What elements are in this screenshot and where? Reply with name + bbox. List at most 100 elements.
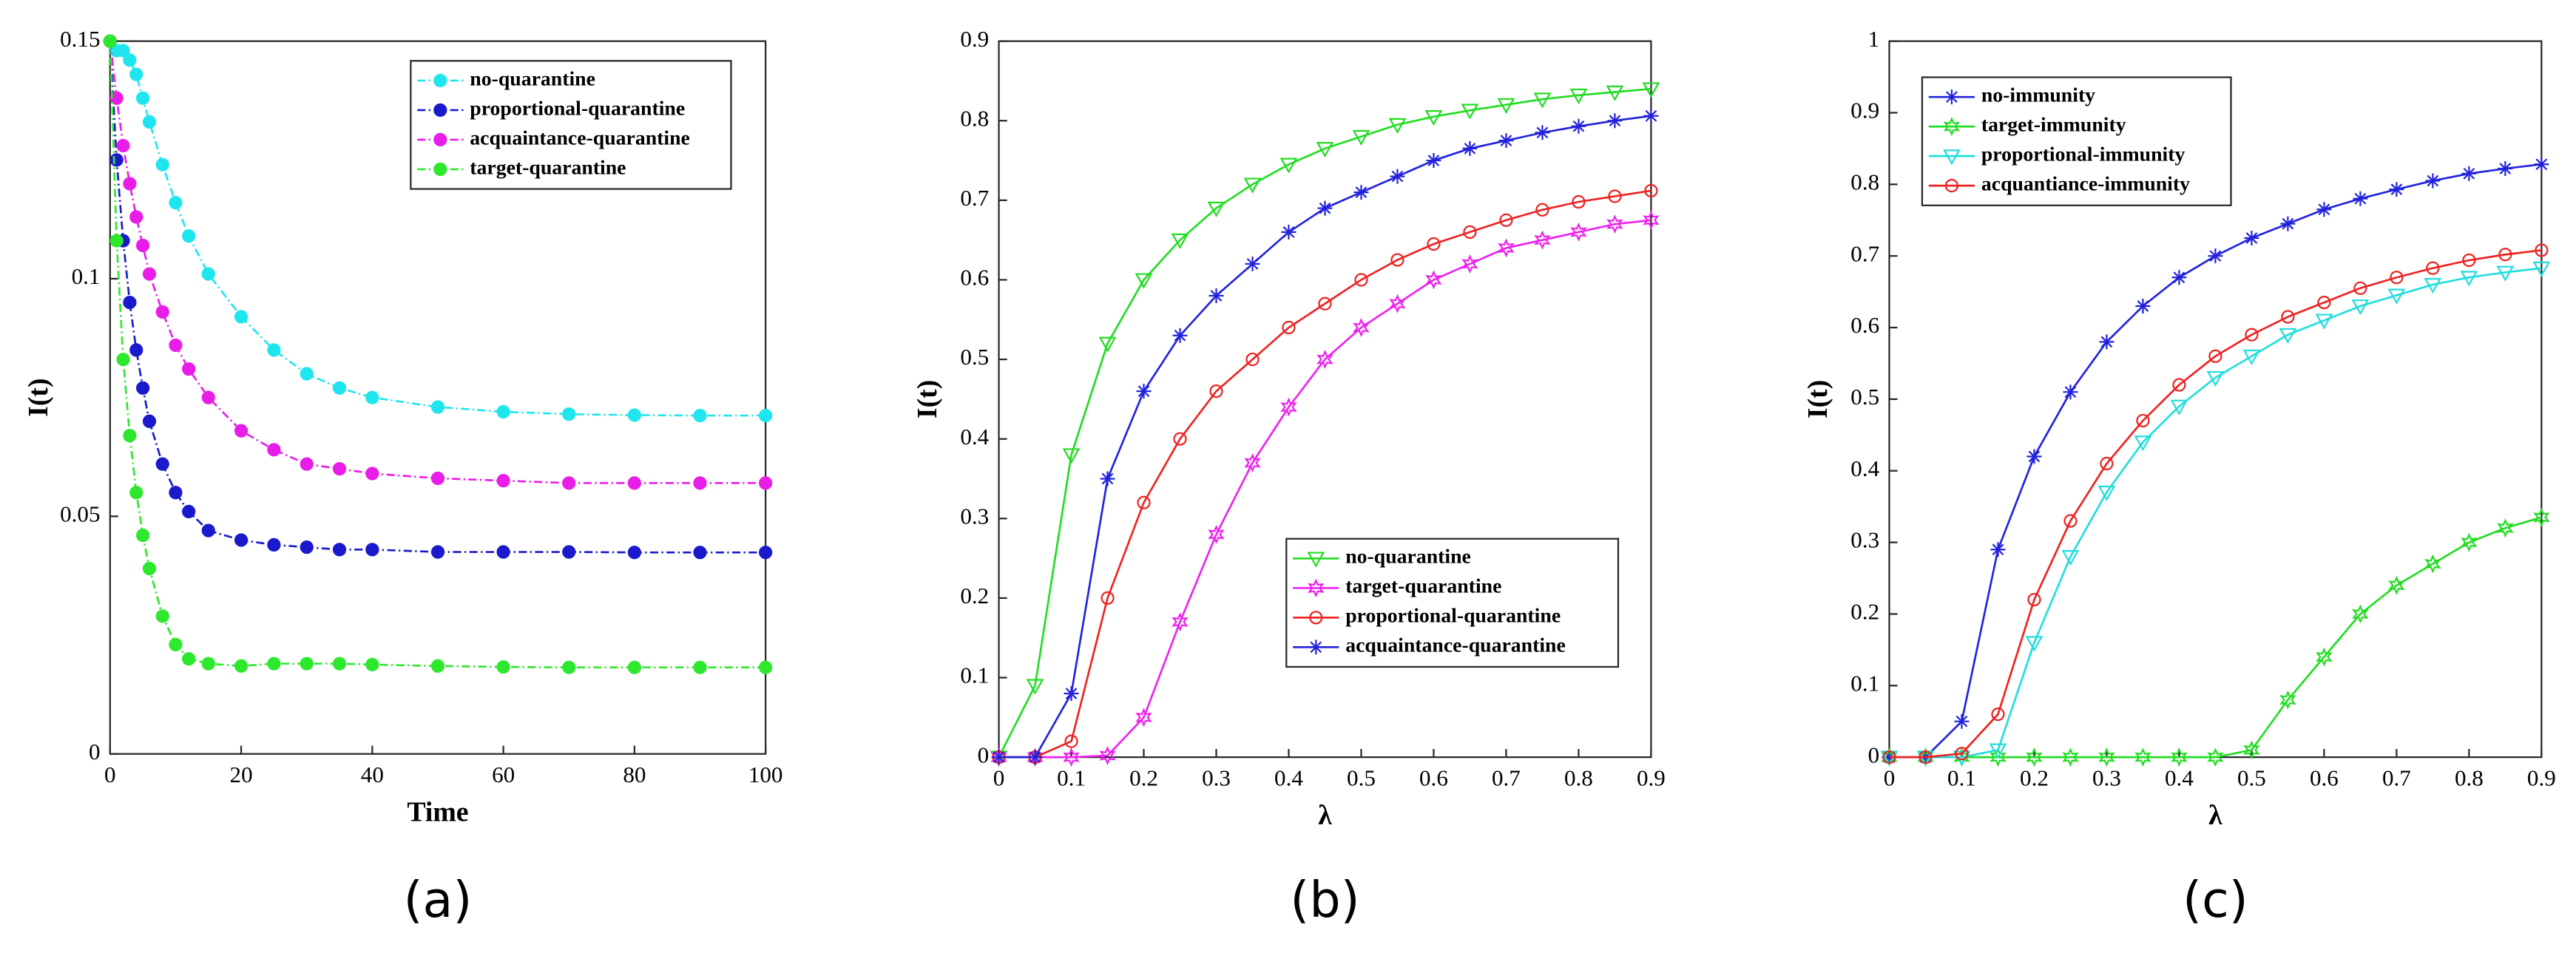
legend-box <box>1285 538 1620 668</box>
marker <box>430 545 445 559</box>
legend-label: target-quarantine <box>470 156 626 179</box>
marker <box>627 546 641 560</box>
legend-box <box>410 60 732 190</box>
y-tick-label: 0.2 <box>960 583 989 608</box>
marker <box>1463 225 1477 240</box>
y-tick-label: 0.15 <box>60 26 100 52</box>
legend: no-immunity target-immunity proportional-i… <box>1921 76 2232 206</box>
panel-label: (b) <box>1290 871 1359 929</box>
marker <box>759 660 773 674</box>
x-axis-label: Time <box>407 797 468 828</box>
y-tick-label: 0.4 <box>960 424 989 450</box>
marker <box>1062 448 1081 464</box>
marker <box>234 659 249 673</box>
marker <box>1208 524 1225 544</box>
marker <box>365 657 379 671</box>
legend-marker <box>1944 89 1959 105</box>
marker <box>1570 222 1587 242</box>
x-tick-label: 0.6 <box>2310 765 2339 790</box>
y-tick-label: 0.1 <box>960 662 989 688</box>
marker <box>332 461 347 476</box>
panel-label: (a) <box>404 871 473 929</box>
marker <box>1954 713 1970 729</box>
marker <box>627 660 641 674</box>
marker <box>2136 413 2150 428</box>
y-tick-label: 0.6 <box>1850 312 1879 338</box>
marker <box>1243 177 1262 194</box>
marker <box>1642 82 1660 98</box>
marker <box>2387 288 2406 305</box>
marker <box>1991 707 2005 722</box>
marker <box>1607 113 1623 129</box>
marker <box>2496 265 2515 282</box>
x-tick-label: 80 <box>623 762 646 787</box>
marker <box>155 609 169 623</box>
marker <box>1026 679 1044 695</box>
marker <box>136 91 150 105</box>
marker <box>496 474 510 488</box>
marker <box>1135 708 1152 728</box>
marker <box>201 657 215 671</box>
y-axis-label: I(t) <box>912 380 943 418</box>
marker <box>123 428 137 443</box>
marker <box>129 67 143 81</box>
marker <box>201 267 215 281</box>
marker <box>129 210 143 224</box>
x-tick-label: 0.5 <box>1347 765 1376 790</box>
marker <box>496 545 510 559</box>
x-tick-label: 0.2 <box>1129 765 1158 790</box>
y-tick-label: 0.1 <box>1850 670 1879 696</box>
marker <box>562 476 576 490</box>
y-tick-label: 0 <box>1868 742 1880 767</box>
marker <box>1353 318 1370 338</box>
marker <box>2460 271 2478 287</box>
legend-marker <box>433 162 447 177</box>
marker <box>693 660 707 674</box>
x-tick-label: 0.5 <box>2237 765 2266 790</box>
legend-marker <box>1944 179 1959 193</box>
marker <box>1498 133 1514 149</box>
marker <box>2389 182 2404 197</box>
marker <box>1643 210 1660 230</box>
marker <box>1172 612 1189 632</box>
legend-box <box>1921 76 2232 206</box>
marker <box>234 533 249 547</box>
legend-marker <box>1308 640 1324 655</box>
marker <box>2026 747 2043 767</box>
marker <box>1207 201 1226 217</box>
legend-label: no-quarantine <box>470 67 595 90</box>
marker <box>2316 202 2332 217</box>
marker <box>1173 432 1187 446</box>
marker <box>267 443 281 457</box>
marker <box>116 138 130 153</box>
marker <box>1064 686 1079 702</box>
x-tick-label: 0.3 <box>2092 765 2121 790</box>
x-axis-label: λ <box>2208 800 2222 831</box>
marker <box>430 400 445 414</box>
marker <box>109 91 124 105</box>
marker <box>1245 256 1260 271</box>
marker <box>169 196 183 210</box>
marker <box>693 546 707 560</box>
marker <box>182 362 196 376</box>
y-tick-label: 0.9 <box>1850 98 1879 123</box>
marker <box>109 234 124 248</box>
marker <box>1499 213 1513 227</box>
x-tick-label: 40 <box>361 762 384 787</box>
marker <box>2462 253 2476 268</box>
x-tick-label: 0.7 <box>1492 765 1521 790</box>
x-tick-label: 0.6 <box>1419 765 1448 790</box>
marker <box>2134 435 2152 452</box>
marker <box>1098 336 1117 353</box>
marker <box>332 657 347 671</box>
marker <box>2424 554 2441 574</box>
marker <box>1316 350 1333 370</box>
x-tick-label: 0.3 <box>1202 765 1231 790</box>
marker <box>2063 384 2078 400</box>
marker <box>2135 298 2151 313</box>
marker <box>2424 278 2442 294</box>
marker <box>2498 248 2512 262</box>
marker <box>123 296 137 310</box>
x-tick-label: 0.4 <box>2165 765 2194 790</box>
